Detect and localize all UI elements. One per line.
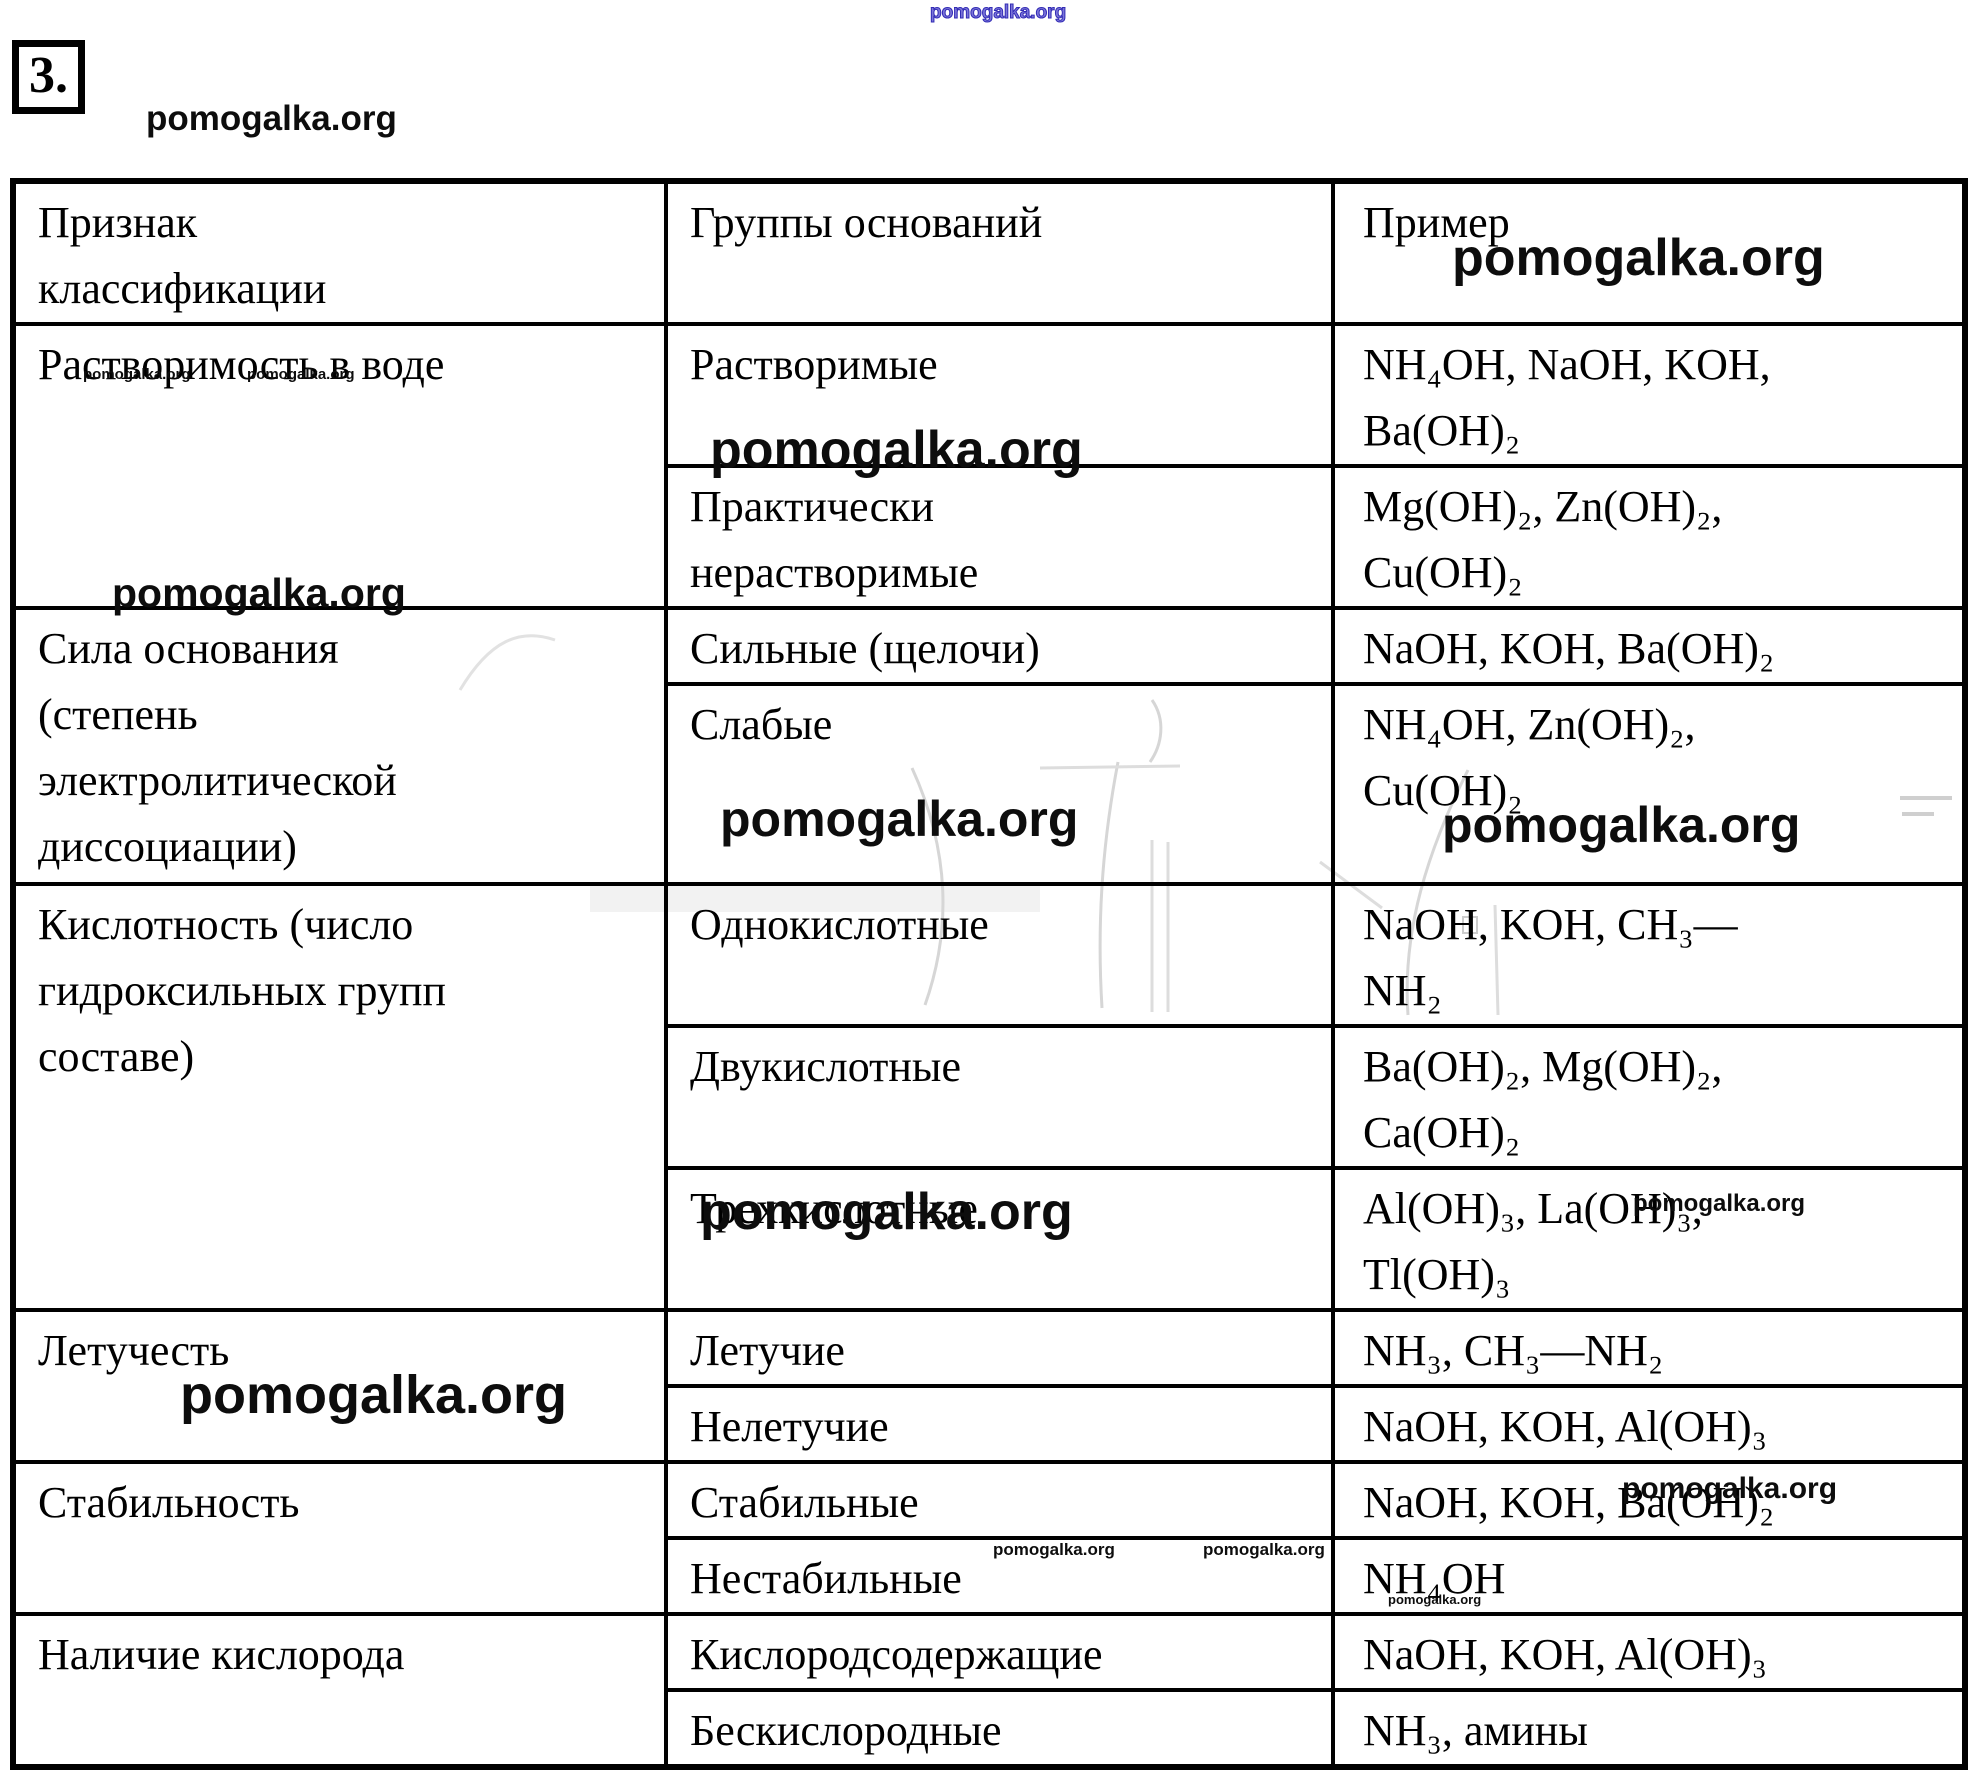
example-monoacid: NaOH, KOH, CH₃— NH₂ <box>1331 882 1967 1028</box>
table-row: Летучесть Летучие NH₃, CH₃—NH₂ <box>11 1308 1967 1464</box>
group-diacid: Двукислотные <box>664 1024 1335 1170</box>
example-triacid: Al(OH)₃, La(OH)₃, Tl(OH)₃ <box>1331 1166 1967 1312</box>
feature-solubility: Растворимость в воде <box>11 322 668 610</box>
table-row: Трехкислотные Al(OH)₃, La(OH)₃, Tl(OH)₃ <box>13 1166 1967 1312</box>
header-row: Признак классификации Группы оснований П… <box>11 179 1967 326</box>
table-row: Растворимость в воде Растворимые NH₄OH, … <box>11 322 1967 610</box>
table-row: Двукислотные Ba(OH)₂, Mg(OH)₂, Ca(OH)₂ <box>13 1024 1967 1170</box>
table-row: Слабые NH₄OH, Zn(OH)₂, Cu(OH)₂ <box>13 682 1967 886</box>
example-oxygen-containing: NaOH, KOH, Al(OH)₃ <box>1331 1612 1967 1692</box>
page: { "watermark": "pomogalka.org", "page_nu… <box>10 1 1968 1770</box>
table-row: Кислотность (число гидроксильных групп с… <box>11 882 1967 1312</box>
feature-stability: Стабильность <box>11 1460 668 1616</box>
group-stable: Стабильные <box>664 1460 1335 1540</box>
group-triacid: Трехкислотные <box>664 1166 1335 1312</box>
group-volatile: Летучие <box>664 1308 1335 1388</box>
example-stable: NaOH, KOH, Ba(OH)₂ <box>1331 1460 1967 1540</box>
group-oxygen-containing: Кислородсодержащие <box>664 1612 1335 1692</box>
group-oxygen-free: Бескислородные <box>664 1688 1335 1769</box>
group-nonvolatile: Нелетучие <box>664 1384 1335 1464</box>
bases-classification-table: Признак классификации Группы оснований П… <box>10 178 1968 1770</box>
example-insoluble: Mg(OH)₂, Zn(OH)₂, Cu(OH)₂ <box>1331 464 1967 610</box>
table-row: Нелетучие NaOH, KOH, Al(OH)₃ <box>13 1384 1967 1464</box>
feature-volatility: Летучесть <box>11 1308 668 1464</box>
header-groups: Группы оснований <box>664 179 1335 326</box>
group-insoluble: Практически нерастворимые <box>664 464 1335 610</box>
table-row: Нестабильные NH₄OH <box>13 1536 1967 1616</box>
group-monoacid: Однокислотные <box>664 882 1335 1028</box>
example-nonvolatile: NaOH, KOH, Al(OH)₃ <box>1331 1384 1967 1464</box>
example-soluble: NH₄OH, NaOH, KOH, Ba(OH)₂ <box>1331 322 1967 468</box>
feature-strength: Сила основания (степень электролитическо… <box>11 606 668 886</box>
exercise-number: 3. <box>12 40 85 114</box>
group-weak: Слабые <box>664 682 1335 886</box>
group-soluble: Растворимые <box>664 322 1335 468</box>
example-unstable: NH₄OH <box>1331 1536 1967 1616</box>
table-row: Практически нерастворимые Mg(OH)₂, Zn(OH… <box>13 464 1967 610</box>
header-feature: Признак классификации <box>11 179 668 326</box>
table-row: Сила основания (степень электролитическо… <box>11 606 1967 886</box>
example-strong: NaOH, KOH, Ba(OH)₂ <box>1331 606 1967 686</box>
group-unstable: Нестабильные <box>664 1536 1335 1616</box>
table-row: Наличие кислорода Кислородсодержащие NaO… <box>11 1612 1967 1769</box>
example-diacid: Ba(OH)₂, Mg(OH)₂, Ca(OH)₂ <box>1331 1024 1967 1170</box>
group-strong: Сильные (щелочи) <box>664 606 1335 686</box>
example-weak: NH₄OH, Zn(OH)₂, Cu(OH)₂ <box>1331 682 1967 886</box>
feature-acidity: Кислотность (число гидроксильных групп с… <box>11 882 668 1312</box>
table-row: Стабильность Стабильные NaOH, KOH, Ba(OH… <box>11 1460 1967 1616</box>
feature-oxygen: Наличие кислорода <box>11 1612 668 1769</box>
example-volatile: NH₃, CH₃—NH₂ <box>1331 1308 1967 1388</box>
header-example: Пример <box>1331 179 1967 326</box>
example-oxygen-free: NH₃, амины <box>1331 1688 1967 1769</box>
